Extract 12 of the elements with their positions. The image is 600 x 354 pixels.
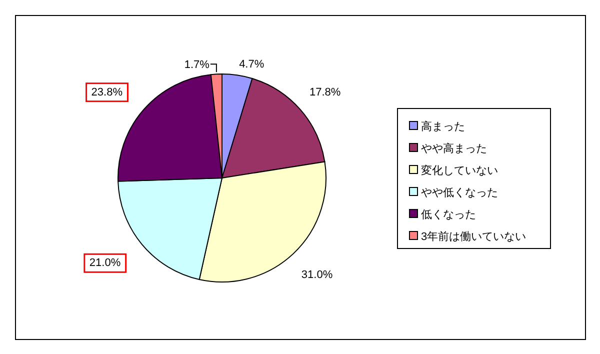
data-label: 31.0% xyxy=(301,269,333,282)
legend-label: 変化していない xyxy=(421,164,498,177)
data-label: 4.7% xyxy=(239,58,264,70)
legend-label: 3年前は働いていない xyxy=(421,231,526,243)
legend-label: 低くなった xyxy=(421,209,476,221)
data-label: 21.0% xyxy=(89,257,121,270)
data-label: 17.8% xyxy=(309,86,341,98)
data-label: 1.7% xyxy=(184,59,210,72)
legend-label: やや高まった xyxy=(421,142,487,155)
legend-label: 高まった xyxy=(421,120,465,133)
legend-label: やや低くなった xyxy=(421,187,498,199)
data-label: 23.8% xyxy=(91,86,123,98)
